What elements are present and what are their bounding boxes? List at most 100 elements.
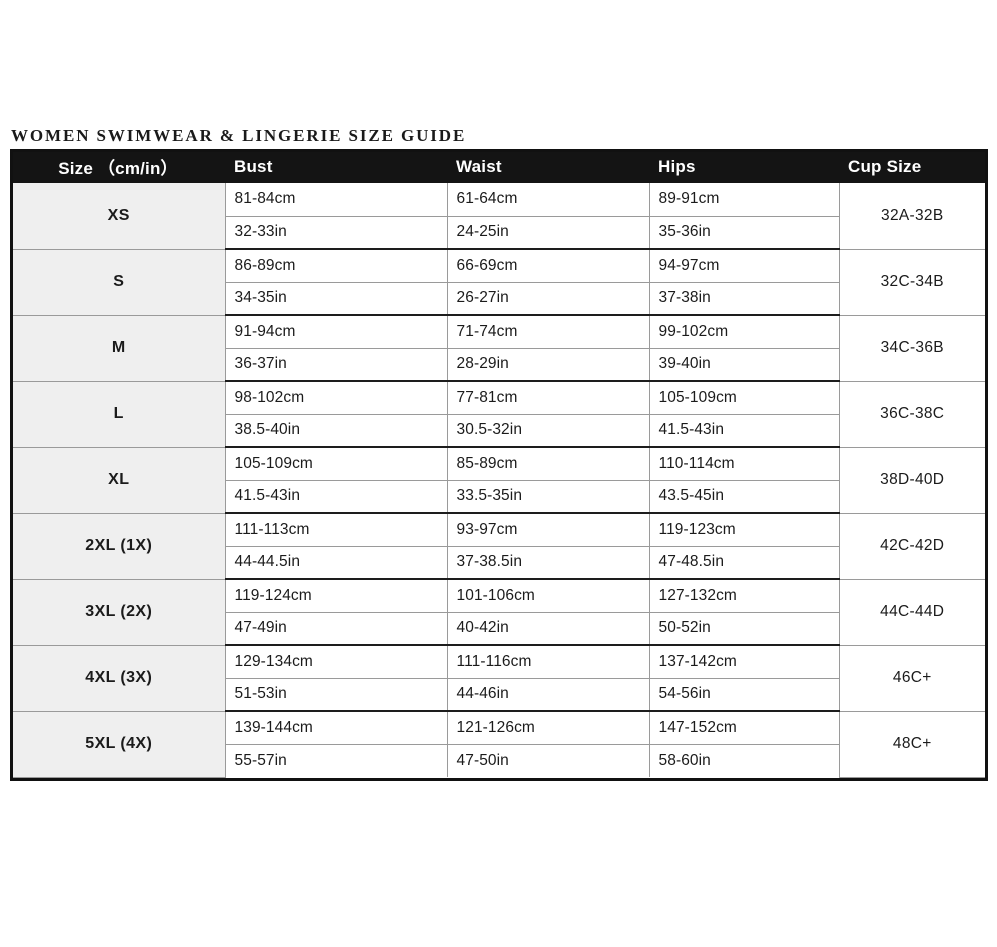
measurement-cell-waist-cm: 61-64cm [447, 183, 650, 217]
measurement-cell-bust-in: 51-53in [225, 678, 448, 712]
measurement-cell-bust-cm: 119-124cm [225, 579, 448, 613]
table-row: 51-53in 44-46in 54-56in [13, 678, 985, 712]
table-header: Size （cm/in） Bust Waist Hips Cup Size [13, 152, 985, 183]
measurement-cell-waist-cm: 85-89cm [447, 447, 650, 481]
size-guide-table: Size （cm/in） Bust Waist Hips Cup Size XS… [13, 152, 985, 778]
cup-size-cell: 32A-32B [839, 183, 985, 250]
measurement-cell-waist-in: 37-38.5in [447, 546, 650, 580]
measurement-cell-bust-in: 34-35in [225, 282, 448, 316]
measurement-cell-bust-cm: 91-94cm [225, 315, 448, 349]
measurement-cell-hips-in: 41.5-43in [649, 414, 840, 448]
size-label-cell: XL [13, 447, 226, 514]
measurement-cell-hips-cm: 119-123cm [649, 513, 840, 547]
measurement-cell-waist-cm: 111-116cm [447, 645, 650, 679]
measurement-cell-hips-in: 47-48.5in [649, 546, 840, 580]
cup-size-cell: 38D-40D [839, 447, 985, 514]
measurement-cell-waist-in: 30.5-32in [447, 414, 650, 448]
measurement-cell-bust-cm: 98-102cm [225, 381, 448, 415]
measurement-cell-bust-cm: 129-134cm [225, 645, 448, 679]
measurement-cell-waist-in: 26-27in [447, 282, 650, 316]
measurement-cell-waist-cm: 77-81cm [447, 381, 650, 415]
size-table-container: Size （cm/in） Bust Waist Hips Cup Size XS… [10, 149, 988, 781]
size-label-cell: 5XL (4X) [13, 711, 226, 778]
measurement-cell-hips-cm: 94-97cm [649, 249, 840, 283]
size-label-cell: L [13, 381, 226, 448]
cup-size-cell: 32C-34B [839, 249, 985, 316]
table-row: S 86-89cm 66-69cm 94-97cm 32C-34B [13, 249, 985, 316]
measurement-cell-bust-cm: 86-89cm [225, 249, 448, 283]
size-label-cell: 4XL (3X) [13, 645, 226, 712]
measurement-cell-hips-cm: 105-109cm [649, 381, 840, 415]
table-row: 55-57in 47-50in 58-60in [13, 744, 985, 777]
size-label-cell: 3XL (2X) [13, 579, 226, 646]
measurement-cell-hips-cm: 147-152cm [649, 711, 840, 745]
column-header-size: Size （cm/in） [58, 159, 178, 178]
measurement-cell-bust-cm: 81-84cm [225, 183, 448, 217]
cup-size-cell: 48C+ [839, 711, 985, 778]
table-row: XS 81-84cm 61-64cm 89-91cm 32A-32B [13, 183, 985, 250]
measurement-cell-hips-in: 39-40in [649, 348, 840, 382]
header-row: Size （cm/in） Bust Waist Hips Cup Size [13, 152, 985, 183]
measurement-cell-bust-in: 41.5-43in [225, 480, 448, 514]
measurement-cell-waist-in: 33.5-35in [447, 480, 650, 514]
size-label-cell: M [13, 315, 226, 382]
size-label-cell: 2XL (1X) [13, 513, 226, 580]
measurement-cell-hips-cm: 99-102cm [649, 315, 840, 349]
measurement-cell-hips-cm: 89-91cm [649, 183, 840, 217]
column-header-bust: Bust [234, 156, 273, 176]
measurement-cell-bust-in: 36-37in [225, 348, 448, 382]
table-row: 32-33in 24-25in 35-36in [13, 216, 985, 250]
measurement-cell-waist-cm: 66-69cm [447, 249, 650, 283]
measurement-cell-bust-in: 38.5-40in [225, 414, 448, 448]
measurement-cell-bust-in: 55-57in [225, 744, 448, 777]
measurement-cell-bust-cm: 111-113cm [225, 513, 448, 547]
measurement-cell-hips-in: 35-36in [649, 216, 840, 250]
measurement-cell-bust-cm: 139-144cm [225, 711, 448, 745]
table-row: 36-37in 28-29in 39-40in [13, 348, 985, 382]
table-row: XL 105-109cm 85-89cm 110-114cm 38D-40D [13, 447, 985, 514]
table-row: 38.5-40in 30.5-32in 41.5-43in [13, 414, 985, 448]
column-header-waist: Waist [456, 156, 502, 176]
measurement-cell-waist-cm: 121-126cm [447, 711, 650, 745]
measurement-cell-bust-in: 44-44.5in [225, 546, 448, 580]
measurement-cell-hips-cm: 137-142cm [649, 645, 840, 679]
measurement-cell-waist-in: 40-42in [447, 612, 650, 646]
cup-size-cell: 36C-38C [839, 381, 985, 448]
size-label-cell: XS [13, 183, 226, 250]
table-row: 44-44.5in 37-38.5in 47-48.5in [13, 546, 985, 580]
table-body: XS 81-84cm 61-64cm 89-91cm 32A-32B 32-33in 24-… [13, 183, 985, 778]
measurement-cell-waist-in: 47-50in [447, 744, 650, 777]
measurement-cell-bust-in: 32-33in [225, 216, 448, 250]
table-row: L 98-102cm 77-81cm 105-109cm 36C-38C [13, 381, 985, 448]
measurement-cell-hips-in: 43.5-45in [649, 480, 840, 514]
table-row: 2XL (1X) 111-113cm 93-97cm 119-123cm 42C-42D [13, 513, 985, 580]
measurement-cell-waist-in: 28-29in [447, 348, 650, 382]
table-row: 47-49in 40-42in 50-52in [13, 612, 985, 646]
column-header-hips: Hips [658, 156, 696, 176]
table-row: 41.5-43in 33.5-35in 43.5-45in [13, 480, 985, 514]
table-row: 34-35in 26-27in 37-38in [13, 282, 985, 316]
measurement-cell-waist-cm: 71-74cm [447, 315, 650, 349]
measurement-cell-hips-in: 54-56in [649, 678, 840, 712]
measurement-cell-hips-cm: 127-132cm [649, 579, 840, 613]
page-title: WOMEN SWIMWEAR & LINGERIE SIZE GUIDE [11, 126, 467, 145]
size-label-cell: S [13, 249, 226, 316]
table-row: 5XL (4X) 139-144cm 121-126cm 147-152cm 48C+ [13, 711, 985, 778]
table-row: M 91-94cm 71-74cm 99-102cm 34C-36B [13, 315, 985, 382]
table-row: 4XL (3X) 129-134cm 111-116cm 137-142cm 46C+ [13, 645, 985, 712]
measurement-cell-hips-cm: 110-114cm [649, 447, 840, 481]
measurement-cell-hips-in: 37-38in [649, 282, 840, 316]
measurement-cell-waist-in: 44-46in [447, 678, 650, 712]
measurement-cell-bust-in: 47-49in [225, 612, 448, 646]
measurement-cell-waist-cm: 93-97cm [447, 513, 650, 547]
cup-size-cell: 44C-44D [839, 579, 985, 646]
cup-size-cell: 42C-42D [839, 513, 985, 580]
measurement-cell-bust-cm: 105-109cm [225, 447, 448, 481]
column-header-cup-size: Cup Size [848, 156, 922, 176]
cup-size-cell: 34C-36B [839, 315, 985, 382]
measurement-cell-waist-in: 24-25in [447, 216, 650, 250]
table-row: 3XL (2X) 119-124cm 101-106cm 127-132cm 44C-4… [13, 579, 985, 646]
cup-size-cell: 46C+ [839, 645, 985, 712]
measurement-cell-hips-in: 50-52in [649, 612, 840, 646]
